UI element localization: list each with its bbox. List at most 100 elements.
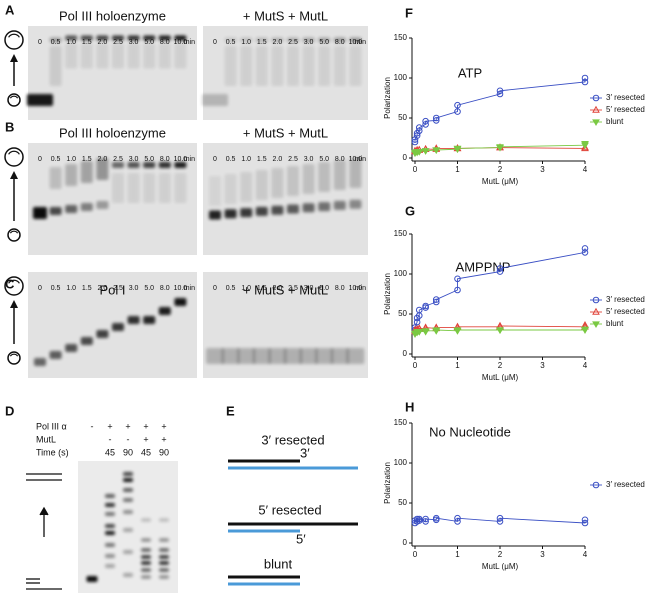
lane-label: 0.5	[51, 285, 61, 292]
gel-band	[105, 531, 115, 535]
gel-band	[105, 512, 115, 516]
panel-letter: E	[226, 403, 235, 418]
point	[496, 144, 504, 151]
lane-label: 0.5	[51, 156, 61, 163]
dna-icon-fork	[9, 230, 19, 234]
panel-letter: D	[5, 403, 14, 418]
point	[496, 327, 504, 334]
gel-band	[284, 348, 302, 364]
gel-band	[159, 575, 169, 579]
gel-band	[287, 204, 299, 214]
lane-label: 5.0	[319, 39, 329, 46]
gel-band	[302, 164, 315, 194]
gel-band	[49, 37, 62, 43]
gel-band	[65, 205, 78, 213]
gel-band	[123, 550, 133, 554]
gel-band	[268, 348, 287, 364]
legend-marker	[592, 307, 600, 315]
lane-label: 3.0	[304, 39, 314, 46]
point	[421, 148, 430, 155]
series-line	[414, 78, 586, 142]
gel-band	[302, 46, 315, 86]
substrate-label: blunt	[264, 556, 293, 571]
gel-band	[112, 35, 124, 41]
point	[496, 265, 504, 272]
legend-label: 3′ resected	[606, 93, 645, 102]
legend-marker	[592, 321, 600, 328]
row-mark: -	[127, 434, 130, 444]
y-tick-label: 50	[398, 113, 407, 122]
gel-band	[240, 37, 253, 43]
gel-band	[33, 207, 47, 219]
lane-label: 0.5	[226, 285, 236, 292]
lane-label: 2.5	[113, 285, 123, 292]
gel-band	[349, 158, 362, 188]
point	[454, 275, 461, 283]
gel-band	[174, 162, 187, 168]
gel-band	[224, 174, 237, 204]
panel-letter: G	[405, 203, 415, 218]
point	[432, 298, 440, 306]
lane-label: 10.0	[349, 39, 363, 46]
gel-band	[143, 316, 156, 324]
lane-label: 0	[38, 285, 42, 292]
row-mark: +	[161, 434, 166, 444]
point	[581, 78, 589, 86]
point	[496, 87, 504, 95]
y-axis-label: Polarization	[383, 273, 392, 315]
lane-label: 2.0	[98, 156, 108, 163]
gel-title: Pol I	[99, 282, 125, 297]
legend-marker	[592, 307, 600, 315]
lane-label: 3.0	[304, 285, 314, 292]
gel-band	[141, 568, 151, 572]
gel-band	[123, 488, 133, 492]
gel-band	[112, 173, 124, 203]
lane-label: 2.5	[288, 285, 298, 292]
point	[422, 117, 429, 125]
lane-label: 0	[213, 39, 217, 46]
series	[411, 326, 589, 338]
gel-band	[255, 206, 268, 216]
point	[415, 148, 424, 156]
lane-unit: min	[355, 156, 366, 163]
gel-band	[141, 561, 151, 565]
lane-label: 3.0	[129, 39, 139, 46]
dna-icon-fork	[9, 353, 19, 357]
lane-label: 1.0	[241, 39, 251, 46]
lane-label: 0	[38, 39, 42, 46]
gel-band	[209, 210, 221, 220]
gel-band	[105, 524, 115, 528]
y-axis-label: Polarization	[383, 462, 392, 504]
legend-marker	[592, 296, 600, 304]
gel-band	[127, 162, 140, 168]
y-tick-label: 50	[398, 309, 407, 318]
gel-band	[287, 166, 299, 196]
legend-label: 5′ resected	[606, 105, 645, 114]
lane-label: 10.0	[174, 39, 188, 46]
gel-band	[65, 35, 78, 41]
gel-band	[127, 43, 140, 69]
lane-label: 1.5	[82, 39, 92, 46]
point	[432, 147, 441, 154]
dna-icon-fork	[8, 33, 20, 38]
gel-band	[159, 561, 169, 565]
row-mark: -	[109, 434, 112, 444]
legend-marker	[592, 481, 600, 489]
gel-band	[318, 46, 331, 86]
gel-band	[143, 43, 156, 69]
x-tick-label: 0	[413, 361, 418, 370]
series-line	[414, 248, 586, 330]
gel-band	[105, 494, 115, 498]
panel-letter: A	[5, 2, 15, 17]
x-tick-label: 3	[540, 361, 545, 370]
lane-label: 5.0	[144, 39, 154, 46]
gel-band	[34, 358, 46, 366]
panel-letter: H	[405, 399, 414, 414]
x-axis-label: MutL (μM)	[482, 562, 519, 571]
lane-label: 1.0	[66, 156, 76, 163]
row-mark: +	[143, 434, 148, 444]
gel-band	[159, 555, 169, 559]
gel-band	[158, 307, 171, 315]
point	[496, 90, 504, 98]
legend-marker	[592, 119, 600, 126]
